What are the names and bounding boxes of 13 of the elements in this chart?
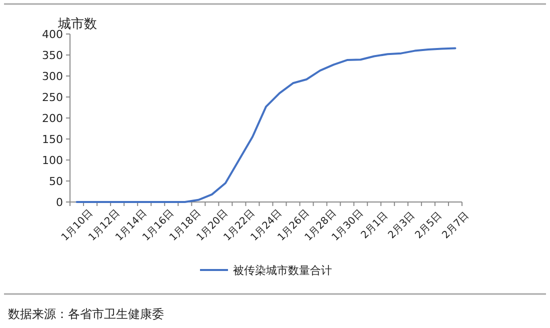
y-tick-label: 100 [42, 154, 63, 167]
legend-label: 被传染城市数量合计 [233, 264, 332, 277]
y-tick-label: 50 [49, 175, 63, 188]
source-note: 数据来源：各省市卫生健康委 [8, 307, 164, 321]
y-tick-label: 250 [42, 91, 63, 104]
y-tick-label: 400 [42, 28, 63, 41]
y-tick-label: 350 [42, 49, 63, 62]
y-tick-label: 0 [56, 196, 63, 209]
y-tick-label: 200 [42, 112, 63, 125]
y-tick-label: 300 [42, 70, 63, 83]
line-series [76, 47, 456, 203]
x-tick-label: 2月7日 [440, 210, 472, 242]
y-tick-label: 150 [42, 133, 63, 146]
